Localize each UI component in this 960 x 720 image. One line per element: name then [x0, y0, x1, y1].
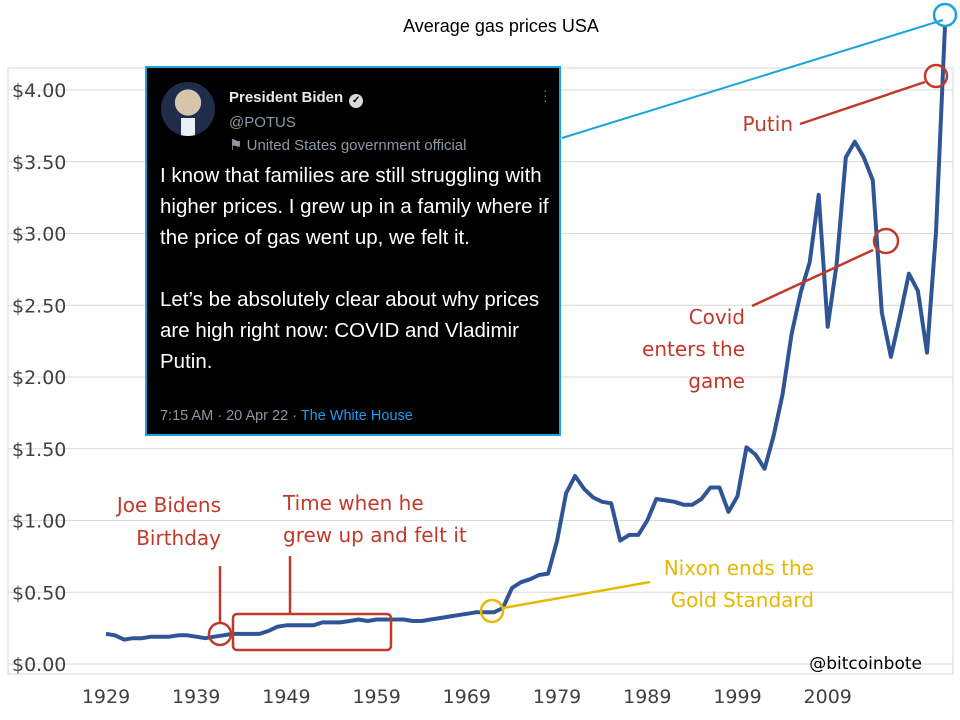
y-tick-label: $0.00: [12, 654, 66, 676]
x-axis-ticks: 1929 1939 1949 1959 1969 1979 1989 1999 2009: [82, 686, 852, 708]
tweet-gov-label-text: United States government official: [246, 137, 467, 154]
nixon-connector-line: [502, 580, 651, 610]
x-tick-label: 1939: [172, 686, 220, 708]
credit-handle: @bitcoinbote: [809, 654, 922, 674]
annotation-birthday-line1: Joe Bidens: [115, 493, 221, 517]
tweet-timestamp: 7:15 AM · 20 Apr 22 ·: [160, 408, 301, 424]
tweet-author: President Biden ✓: [229, 89, 364, 108]
putin-circle: [923, 63, 949, 89]
tweet-connector-line: [561, 19, 944, 139]
putin-connector-line: [799, 80, 926, 126]
tweet-source-link[interactable]: The White House: [300, 408, 413, 424]
y-tick-label: $2.00: [12, 367, 66, 389]
y-tick-label: $4.00: [12, 80, 66, 102]
x-tick-label: 1929: [82, 686, 130, 708]
x-tick-label: 1969: [443, 686, 491, 708]
peak-circle: [932, 2, 958, 28]
tweet-meta: 7:15 AM · 20 Apr 22 · The White House: [160, 408, 413, 424]
x-tick-label: 1979: [533, 686, 581, 708]
annotation-nixon-line2: Gold Standard: [671, 588, 814, 612]
tweet-paragraph-1: I know that families are still strugglin…: [160, 164, 549, 249]
annotation-covid-line1: Covid: [689, 305, 745, 329]
grew-up-box: [231, 612, 393, 652]
annotation-grew-up-line1: Time when he: [282, 491, 424, 515]
tweet-body: I know that families are still strugglin…: [160, 160, 560, 377]
x-tick-label: 1949: [262, 686, 310, 708]
tweet-card: President Biden ✓ @POTUS ⚑ United States …: [145, 66, 561, 436]
x-tick-label: 1999: [713, 686, 761, 708]
covid-circle: [872, 227, 900, 255]
nixon-circle: [479, 598, 505, 624]
tweet-paragraph-2: Let’s be absolutely clear about why pric…: [160, 288, 540, 373]
verified-badge-icon: ✓: [349, 94, 364, 108]
y-tick-label: $3.00: [12, 224, 66, 246]
annotation-birthday-line2: Birthday: [136, 526, 221, 550]
y-tick-label: $3.50: [12, 152, 66, 174]
annotation-nixon-line1: Nixon ends the: [664, 556, 814, 580]
y-tick-label: $1.00: [12, 511, 66, 533]
annotation-putin: Putin: [743, 112, 793, 136]
y-tick-label: $2.50: [12, 295, 66, 317]
y-axis-ticks: $0.00 $0.50 $1.00 $1.50 $2.00 $2.50 $3.00 $3.50…: [12, 80, 66, 676]
tweet-gov-label: ⚑ United States government official: [229, 136, 466, 154]
y-tick-label: $1.50: [12, 439, 66, 461]
annotation-covid-line3: game: [688, 369, 745, 393]
more-options-icon[interactable]: · · ·: [543, 82, 548, 108]
y-tick-label: $0.50: [12, 582, 66, 604]
flag-icon: ⚑: [229, 137, 247, 154]
annotation-grew-up-line2: grew up and felt it: [283, 523, 467, 547]
x-tick-label: 2009: [804, 686, 852, 708]
tweet-author-name: President Biden: [229, 89, 344, 106]
x-tick-label: 1959: [352, 686, 400, 708]
series-line: [105, 25, 947, 642]
x-tick-label: 1989: [623, 686, 671, 708]
annotation-covid-line2: enters the: [642, 337, 745, 361]
chart-title: Average gas prices USA: [403, 16, 599, 36]
tweet-handle: @POTUS: [229, 114, 296, 131]
avatar: [161, 82, 215, 136]
covid-connector-line: [751, 248, 874, 308]
